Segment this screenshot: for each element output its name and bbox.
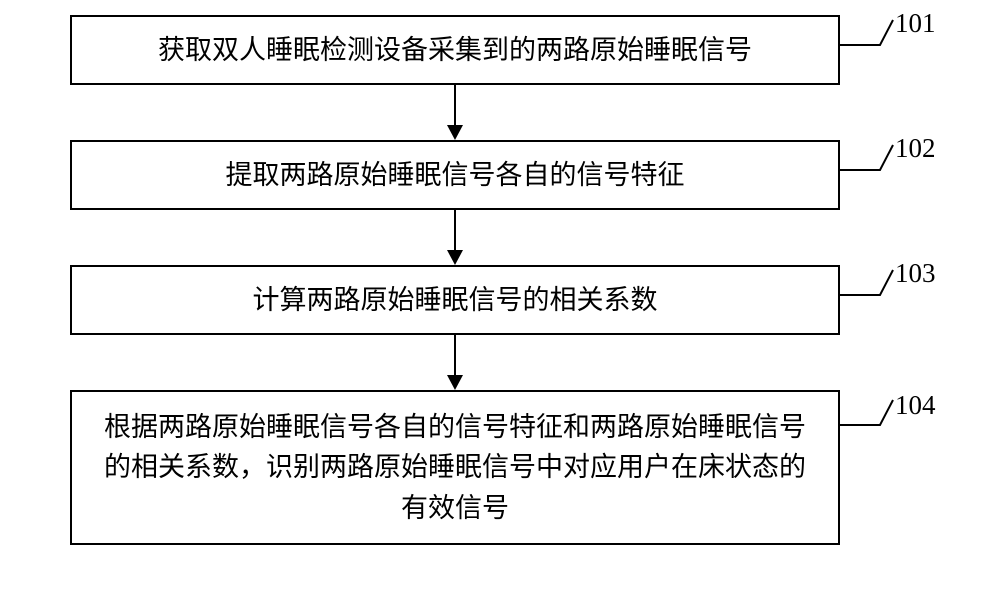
arrow-down-icon (440, 85, 470, 140)
leader-line-104 (838, 395, 898, 430)
step-label-102: 102 (895, 133, 936, 164)
arrow-1-2 (70, 85, 840, 140)
step-label-101: 101 (895, 8, 936, 39)
arrow-down-icon (440, 210, 470, 265)
arrow-2-3 (70, 210, 840, 265)
leader-line-102 (838, 140, 898, 175)
step-text: 根据两路原始睡眠信号各自的信号特征和两路原始睡眠信号的相关系数，识别两路原始睡眠… (92, 407, 818, 529)
step-box-102: 提取两路原始睡眠信号各自的信号特征 (70, 140, 840, 210)
step-box-103: 计算两路原始睡眠信号的相关系数 (70, 265, 840, 335)
flowchart-container: 获取双人睡眠检测设备采集到的两路原始睡眠信号 提取两路原始睡眠信号各自的信号特征… (70, 15, 840, 545)
step-box-104: 根据两路原始睡眠信号各自的信号特征和两路原始睡眠信号的相关系数，识别两路原始睡眠… (70, 390, 840, 545)
leader-line-103 (838, 265, 898, 300)
arrow-down-icon (440, 335, 470, 390)
step-text: 提取两路原始睡眠信号各自的信号特征 (226, 155, 685, 196)
step-label-104: 104 (895, 390, 936, 421)
step-text: 计算两路原始睡眠信号的相关系数 (253, 280, 658, 321)
leader-line-101 (838, 15, 898, 50)
arrow-3-4 (70, 335, 840, 390)
step-text: 获取双人睡眠检测设备采集到的两路原始睡眠信号 (158, 30, 752, 71)
step-label-103: 103 (895, 258, 936, 289)
step-box-101: 获取双人睡眠检测设备采集到的两路原始睡眠信号 (70, 15, 840, 85)
